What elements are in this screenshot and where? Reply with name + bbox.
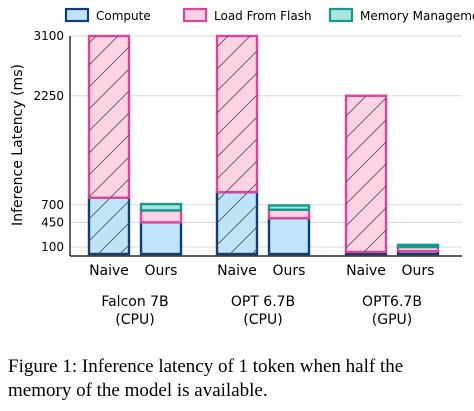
- y-tick-label-700: 700: [41, 198, 64, 212]
- bar-label-naive: Naive: [89, 263, 129, 279]
- bar-falcon-7b-cpu-ours-compute: [139, 221, 183, 256]
- hatch-0-0: [89, 197, 129, 254]
- bar-opt-6.7b-cpu-ours-compute: [267, 216, 311, 256]
- bar-falcon-7b-cpu-ours-memory-management: [139, 202, 183, 212]
- legend-label-load-from-flash: Load From Flash: [214, 9, 312, 23]
- y-tick-label-450: 450: [41, 215, 64, 229]
- group-label-line2: (GPU): [372, 312, 412, 328]
- legend-swatch-memory-management: [328, 7, 354, 23]
- legend-label-compute: Compute: [96, 9, 151, 23]
- bar-falcon-7b-cpu-ours-load-from-flash: [139, 209, 183, 224]
- y-tick-label-3100: 3100: [33, 29, 64, 43]
- latency-chart: 100 450 700 2250 3100 Naive Ours Falcon 7B (CPU)…: [10, 7, 474, 328]
- legend-swatch-load-from-flash: [182, 7, 208, 23]
- bar-label-naive: Naive: [217, 263, 257, 279]
- legend-label-memory-management: Memory Management: [360, 9, 474, 23]
- legend: Compute Load From Flash Memory Management: [64, 7, 474, 23]
- group-label-line2: (CPU): [115, 312, 154, 328]
- figure-caption: Figure 1: Inference latency of 1 token w…: [8, 356, 404, 401]
- bar-opt6.7b-gpu-ours-memory-management: [396, 243, 440, 249]
- bar-opt-6.7b-cpu-ours-load-from-flash: [267, 208, 311, 220]
- bar-label-ours: Ours: [145, 263, 178, 279]
- axes: 100 450 700 2250 3100 Naive Ours Falcon 7B (CPU)…: [33, 29, 462, 328]
- legend-swatch-compute: [64, 7, 90, 23]
- bars: [87, 34, 440, 256]
- hatch-2-1: [346, 95, 386, 252]
- bar-label-naive: Naive: [346, 263, 386, 279]
- hatch-1-1: [217, 36, 257, 193]
- bar-opt-6.7b-cpu-ours-memory-management: [267, 204, 311, 211]
- hatch-1-0: [217, 192, 257, 254]
- group-label-line1: OPT 6.7B: [231, 294, 295, 310]
- y-tick-label-100: 100: [41, 240, 64, 254]
- bar-label-ours: Ours: [402, 263, 435, 279]
- hatch-0-1: [89, 36, 129, 198]
- group-label-line2: (CPU): [243, 312, 282, 328]
- gridlines: [70, 35, 462, 248]
- y-tick-label-2250: 2250: [33, 89, 64, 103]
- group-label-line1: OPT6.7B: [362, 294, 422, 310]
- y-axis-label: Inference Latency (ms): [10, 64, 26, 226]
- group-label-line1: Falcon 7B: [101, 294, 168, 310]
- bar-label-ours: Ours: [273, 263, 306, 279]
